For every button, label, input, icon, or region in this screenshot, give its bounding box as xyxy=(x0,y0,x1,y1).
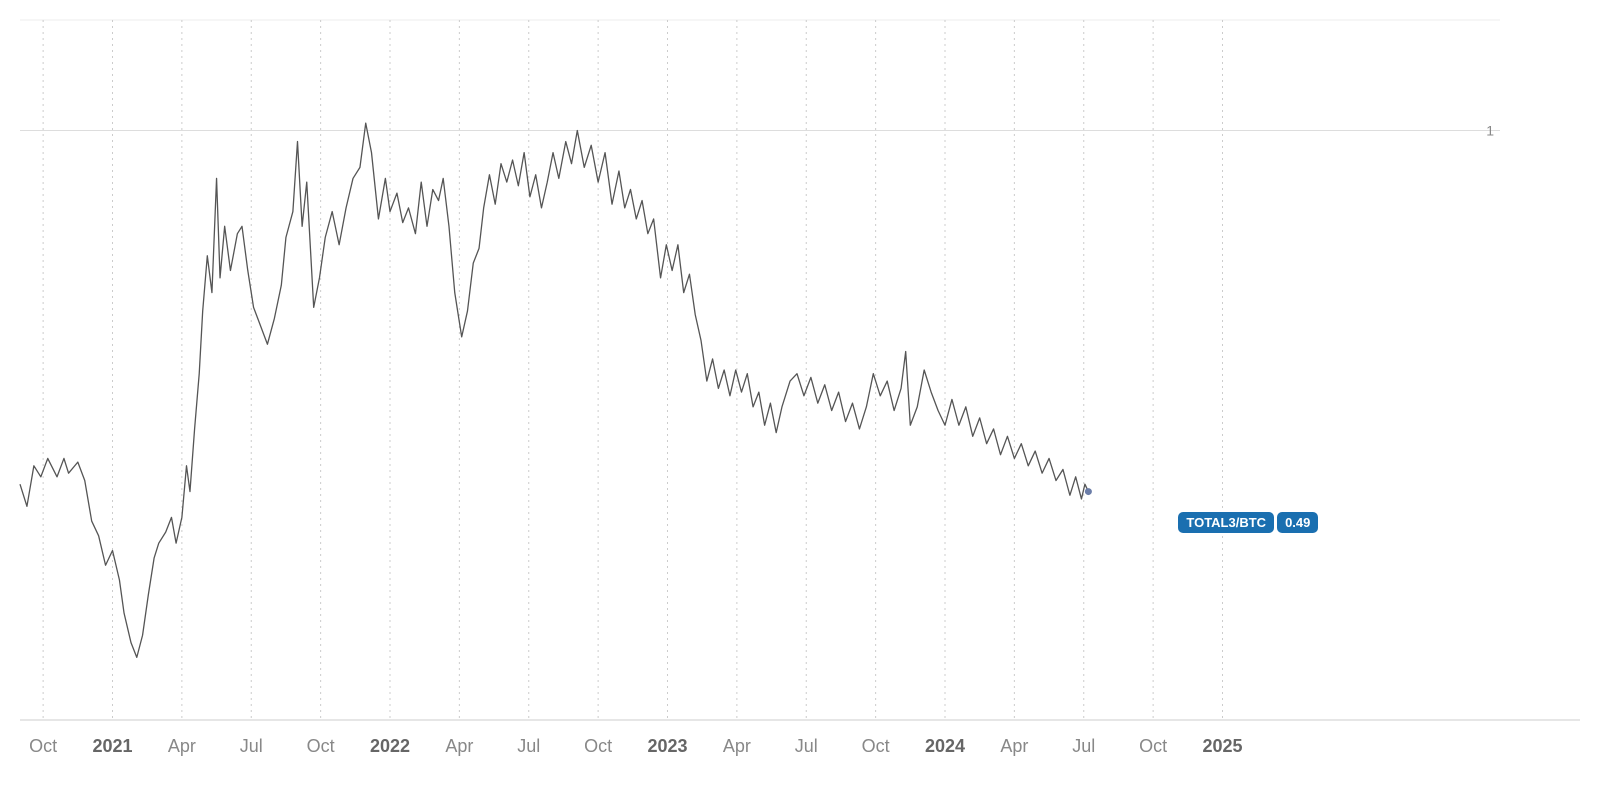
series-value-badge: 0.49 xyxy=(1277,512,1318,534)
svg-text:Oct: Oct xyxy=(584,736,612,756)
series-badge-group: TOTAL3/BTC0.49 xyxy=(1178,512,1321,534)
svg-text:Jul: Jul xyxy=(240,736,263,756)
svg-text:Apr: Apr xyxy=(168,736,196,756)
svg-text:Oct: Oct xyxy=(862,736,890,756)
svg-text:2025: 2025 xyxy=(1202,736,1242,756)
svg-text:1: 1 xyxy=(1486,123,1494,139)
svg-text:2024: 2024 xyxy=(925,736,965,756)
svg-text:Apr: Apr xyxy=(1000,736,1028,756)
svg-text:2021: 2021 xyxy=(92,736,132,756)
svg-text:2022: 2022 xyxy=(370,736,410,756)
svg-text:Oct: Oct xyxy=(29,736,57,756)
series-name-badge: TOTAL3/BTC xyxy=(1178,512,1274,534)
svg-text:Oct: Oct xyxy=(1139,736,1167,756)
chart-svg: 1 Oct 2021 Apr Jul Oct 2022 Apr Jul Oct 2023 Apr Jul… xyxy=(0,0,1600,800)
svg-text:Jul: Jul xyxy=(795,736,818,756)
svg-text:2023: 2023 xyxy=(647,736,687,756)
svg-text:Oct: Oct xyxy=(307,736,335,756)
svg-text:Apr: Apr xyxy=(723,736,751,756)
svg-text:Apr: Apr xyxy=(445,736,473,756)
svg-text:Jul: Jul xyxy=(1072,736,1095,756)
svg-text:Jul: Jul xyxy=(517,736,540,756)
line-chart: 1 Oct 2021 Apr Jul Oct 2022 Apr Jul Oct 2023 Apr Jul… xyxy=(0,0,1600,800)
